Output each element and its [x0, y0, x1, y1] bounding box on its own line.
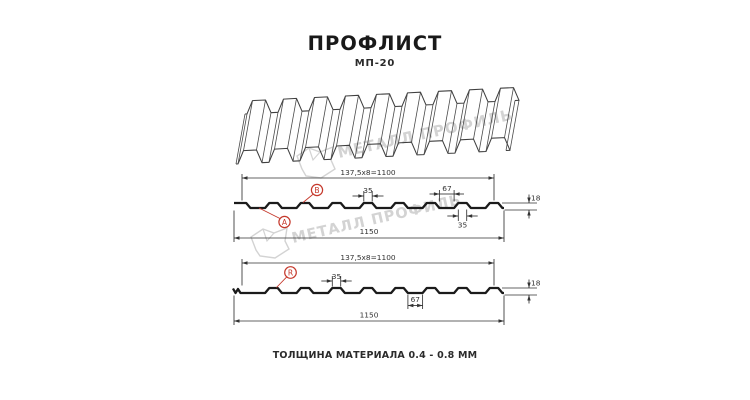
profile-outline — [234, 201, 504, 210]
sheet-rib-edge — [442, 90, 452, 141]
sheet-rib-edge — [318, 96, 328, 147]
sheet-rib-edge — [416, 104, 427, 156]
point-label-circle — [284, 266, 297, 279]
dim-pitch-label: 137,5x8=1100 — [340, 168, 396, 177]
sheet-rib-edge — [392, 106, 403, 157]
sheet-front-edge — [235, 137, 511, 165]
watermark-logo-icon — [250, 226, 290, 259]
dim-valley-width: 67 — [442, 184, 452, 193]
dim-overall-width: 1150 — [360, 227, 379, 236]
arrowhead — [527, 210, 531, 216]
profile-3d-view — [235, 87, 520, 165]
arrowhead — [466, 214, 473, 218]
sheet-rib-edge — [460, 89, 470, 140]
sheet-rib-edge — [509, 100, 520, 151]
dim-pitch-label: 137,5x8=1100 — [340, 253, 396, 262]
sheet-rib-edge — [237, 113, 248, 164]
sheet-rib-edge — [323, 109, 334, 160]
arrowhead — [326, 279, 333, 283]
sheet-rib-edge — [292, 111, 303, 162]
watermark-logo-fold — [262, 228, 275, 243]
dim-profile-height: 18 — [531, 279, 541, 288]
arrowhead — [454, 192, 460, 196]
arrowhead — [417, 303, 423, 308]
profile-outline — [231, 286, 504, 295]
point-label-leader — [302, 193, 314, 203]
arrowhead — [527, 282, 531, 288]
arrowhead — [234, 319, 240, 323]
dim-rib-top-width-right: 35 — [458, 221, 468, 230]
point-label: A — [282, 218, 288, 227]
cross-section-top — [233, 174, 537, 242]
dim-rib-top-width: 35 — [332, 272, 342, 281]
sheet-back-edge — [244, 87, 520, 115]
sheet-rib-edge — [274, 99, 284, 150]
page-subtitle: МП-20 — [355, 58, 395, 69]
point-label-circle — [278, 215, 291, 229]
sheet-rib-edge — [361, 107, 372, 158]
sheet-rib-edge — [454, 102, 465, 154]
arrowhead — [527, 295, 531, 301]
sheet-rib-edge — [485, 101, 496, 152]
sheet-rib-edge — [287, 98, 297, 149]
sheet-rib-edge — [423, 104, 434, 155]
sheet-rib-edge — [385, 106, 396, 157]
point-label-circle — [310, 183, 324, 197]
arrowhead — [527, 197, 531, 203]
arrowhead — [452, 214, 459, 218]
arrowhead — [498, 319, 504, 323]
arrowhead — [234, 236, 240, 240]
sheet-rib-edge — [447, 103, 458, 154]
sheet-rib-edge — [473, 89, 483, 140]
thickness-note: ТОЛЩИНА МАТЕРИАЛА 0.4 - 0.8 ММ — [273, 350, 478, 361]
sheet-rib-edge — [330, 109, 341, 160]
sheet-rib-edge — [256, 99, 266, 151]
arrowhead — [488, 261, 494, 265]
sheet-rib-edge — [243, 100, 253, 151]
arrowhead — [242, 261, 248, 265]
sheet-rib-edge — [380, 93, 390, 144]
sheet-rib-edge — [349, 95, 359, 146]
arrowhead — [498, 236, 504, 240]
sheet-rib-edge — [268, 112, 279, 163]
sheet-rib-edge — [354, 107, 365, 159]
sheet-rib-edge — [336, 95, 346, 147]
sheet-rib-edge — [235, 113, 246, 165]
sheet-rib-edge — [505, 100, 516, 151]
point-label-leader — [258, 207, 281, 220]
dim-rib-top-width: 35 — [363, 186, 373, 195]
arrowhead — [433, 192, 440, 196]
arrowhead — [372, 194, 378, 198]
point-label-leader — [276, 276, 288, 288]
sheet-rib-edge — [299, 110, 310, 161]
page-title: ПРОФЛИСТ — [308, 32, 443, 55]
arrowhead — [407, 303, 414, 308]
dim-profile-height: 18 — [531, 194, 541, 203]
sheet-rib-edge — [367, 94, 377, 145]
arrowhead — [340, 279, 347, 283]
sheet-rib-edge — [398, 92, 408, 143]
cross-section-bottom — [231, 259, 537, 325]
point-label: B — [314, 186, 319, 195]
sheet-rib-edge — [491, 88, 501, 139]
sheet-rib-edge — [305, 97, 315, 148]
dim-overall-width: 1150 — [360, 311, 379, 320]
sheet-rib-edge — [478, 101, 489, 152]
watermark-logo-fold — [308, 147, 321, 162]
dim-valley-width: 67 — [411, 295, 421, 304]
arrowhead — [242, 176, 248, 180]
sheet-rib-edge — [504, 87, 514, 138]
sheet-rib-edge — [411, 92, 421, 143]
arrowhead — [358, 194, 364, 198]
sheet-rib-edge — [429, 91, 439, 142]
arrowhead — [488, 176, 494, 180]
point-label: R — [288, 268, 294, 277]
sheet-rib-edge — [261, 112, 272, 163]
